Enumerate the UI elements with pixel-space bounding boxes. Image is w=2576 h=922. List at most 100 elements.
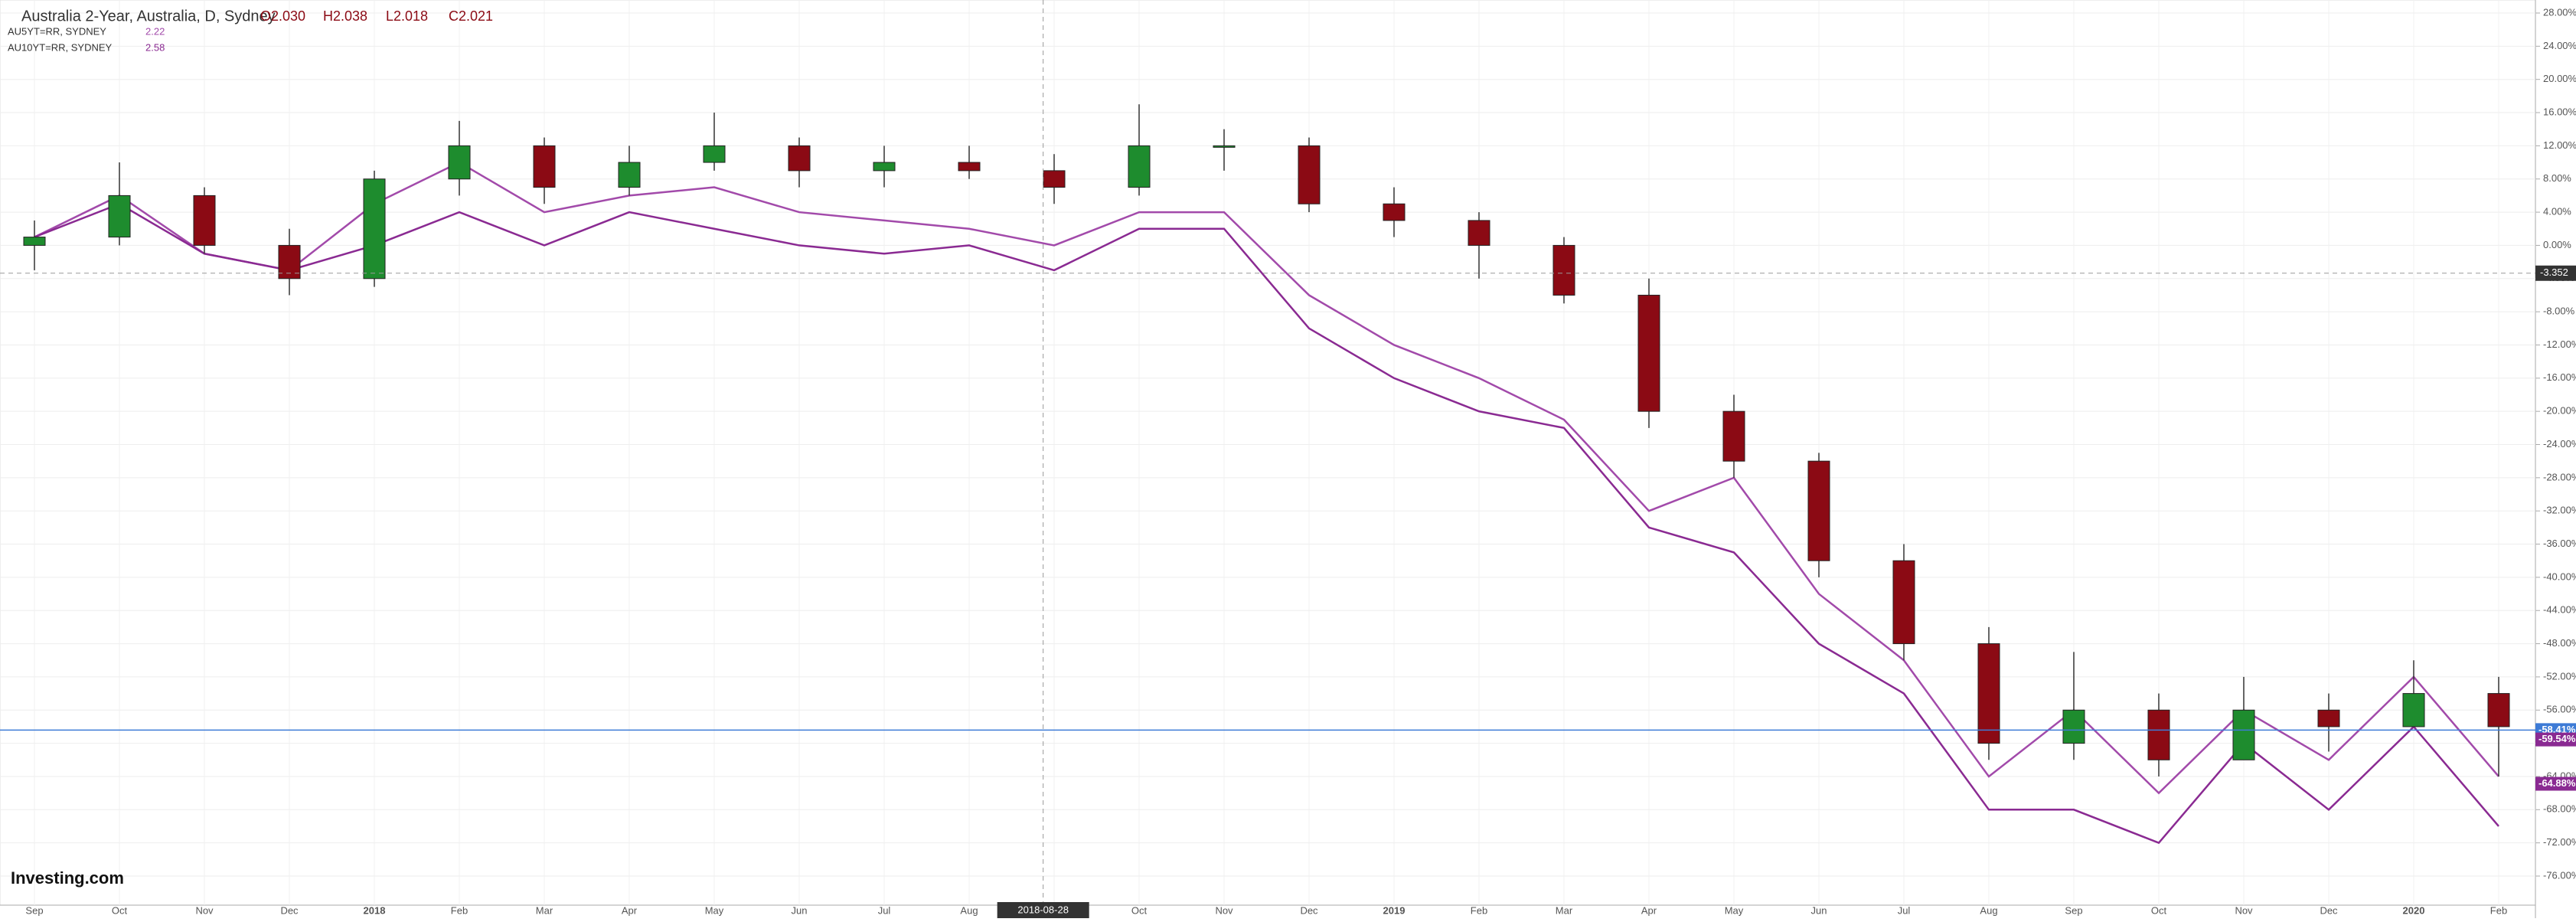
- candle-body: [533, 145, 556, 188]
- y-tick-label: -52.00%: [2543, 670, 2576, 682]
- y-tick-label: -28.00%: [2543, 471, 2576, 482]
- x-tick-label: Apr: [1641, 904, 1657, 916]
- x-tick-label: Sep: [2065, 904, 2082, 916]
- x-tick-label: Feb: [451, 904, 468, 916]
- plot-area: [0, 0, 2536, 906]
- candle-body: [1213, 145, 1236, 148]
- ohlc-label: L2.018: [386, 8, 428, 24]
- x-tick-label: Mar: [536, 904, 553, 916]
- x-tick-label: Dec: [1300, 904, 1318, 916]
- crosshair-date: 2018-08-28: [1017, 904, 1069, 915]
- crosshair-date-box: [997, 902, 1089, 918]
- candle-body: [1128, 145, 1151, 188]
- x-tick-label: Aug: [1980, 904, 1997, 916]
- candle-body: [618, 162, 641, 188]
- y-tick-label: 24.00%: [2543, 40, 2576, 51]
- price-label-box: [2535, 732, 2576, 747]
- candle-body: [1892, 560, 1915, 645]
- y-tick-label: -56.00%: [2543, 704, 2576, 715]
- line-series: [34, 161, 2499, 795]
- candle-body: [193, 195, 216, 246]
- x-tick-label: Apr: [622, 904, 638, 916]
- x-tick-label: Feb: [2490, 904, 2507, 916]
- candle-body: [1807, 460, 1830, 561]
- candle-body: [278, 244, 301, 280]
- y-tick-label: -48.00%: [2543, 637, 2576, 649]
- x-tick-label: Nov: [2235, 904, 2253, 916]
- y-tick-label: 0.00%: [2543, 239, 2571, 250]
- candle-body: [23, 237, 46, 246]
- y-tick-label: 20.00%: [2543, 73, 2576, 84]
- legend-label: AU5YT=RR, SYDNEY: [8, 25, 106, 37]
- y-tick-label: 8.00%: [2543, 172, 2571, 184]
- y-tick-label: 16.00%: [2543, 106, 2576, 117]
- x-tick-label: Nov: [195, 904, 214, 916]
- x-tick-label: 2020: [2403, 904, 2425, 916]
- x-tick-label: Jun: [792, 904, 808, 916]
- line-series: [34, 202, 2499, 845]
- y-tick-label: -40.00%: [2543, 571, 2576, 582]
- ohlc-label: O2.030: [260, 8, 305, 24]
- candle-body: [1298, 145, 1321, 204]
- candle-body: [448, 145, 471, 180]
- x-tick-label: 2019: [1383, 904, 1406, 916]
- x-tick-label: May: [705, 904, 724, 916]
- candle-body: [873, 162, 896, 172]
- x-tick-label: May: [1725, 904, 1744, 916]
- y-tick-label: -68.00%: [2543, 803, 2576, 815]
- candle-body: [2232, 709, 2255, 760]
- candle-body: [2147, 709, 2170, 760]
- y-tick-label: -72.00%: [2543, 836, 2576, 848]
- crosshair-value: -3.352: [2540, 266, 2568, 278]
- candle-body: [958, 162, 981, 172]
- chart-title: Australia 2-Year, Australia, D, Sydney: [21, 8, 276, 25]
- crosshair-value-box: [2535, 265, 2576, 281]
- y-tick-label: -32.00%: [2543, 505, 2576, 516]
- y-tick-label: -36.00%: [2543, 538, 2576, 549]
- candle-body: [788, 145, 811, 172]
- candle-body: [1468, 220, 1490, 246]
- y-tick-label: 4.00%: [2543, 206, 2571, 217]
- x-tick-label: Dec: [280, 904, 299, 916]
- ohlc-label: C2.021: [449, 8, 493, 24]
- y-tick-label: -20.00%: [2543, 405, 2576, 417]
- y-tick-label: -76.00%: [2543, 869, 2576, 881]
- x-tick-label: Mar: [1556, 904, 1573, 916]
- legend-label: AU10YT=RR, SYDNEY: [8, 41, 113, 53]
- x-tick-label: Oct: [2151, 904, 2167, 916]
- price-label-box: [2535, 777, 2576, 791]
- ohlc-label: H2.038: [323, 8, 367, 24]
- candle-body: [1383, 203, 1406, 221]
- candle-body: [2487, 693, 2510, 727]
- y-tick-label: -44.00%: [2543, 604, 2576, 616]
- y-tick-label: 12.00%: [2543, 139, 2576, 151]
- x-tick-label: Dec: [2320, 904, 2338, 916]
- price-label: -58.41%: [2538, 724, 2576, 735]
- x-tick-label: Oct: [1131, 904, 1148, 916]
- candle-body: [703, 145, 726, 163]
- legend-value: 2.58: [145, 41, 165, 53]
- x-tick-label: 2018: [364, 904, 386, 916]
- candle-body: [1552, 244, 1575, 296]
- x-tick-label: Nov: [1215, 904, 1233, 916]
- x-tick-label: Oct: [112, 904, 128, 916]
- candle-body: [363, 178, 386, 280]
- y-tick-label: 28.00%: [2543, 6, 2576, 18]
- x-tick-label: Jun: [1811, 904, 1827, 916]
- y-tick-label: -12.00%: [2543, 338, 2576, 350]
- price-label: -59.54%: [2538, 733, 2576, 744]
- x-tick-label: Feb: [1471, 904, 1487, 916]
- candle-body: [108, 195, 131, 238]
- x-tick-label: Jul: [1898, 904, 1911, 916]
- candle-body: [1043, 170, 1066, 188]
- candle-body: [2317, 709, 2340, 727]
- candle-body: [2402, 693, 2425, 727]
- logo: Investing.com: [11, 868, 124, 888]
- candle-body: [1977, 643, 2000, 744]
- x-tick-label: Sep: [25, 904, 43, 916]
- x-tick-label: Aug: [960, 904, 978, 916]
